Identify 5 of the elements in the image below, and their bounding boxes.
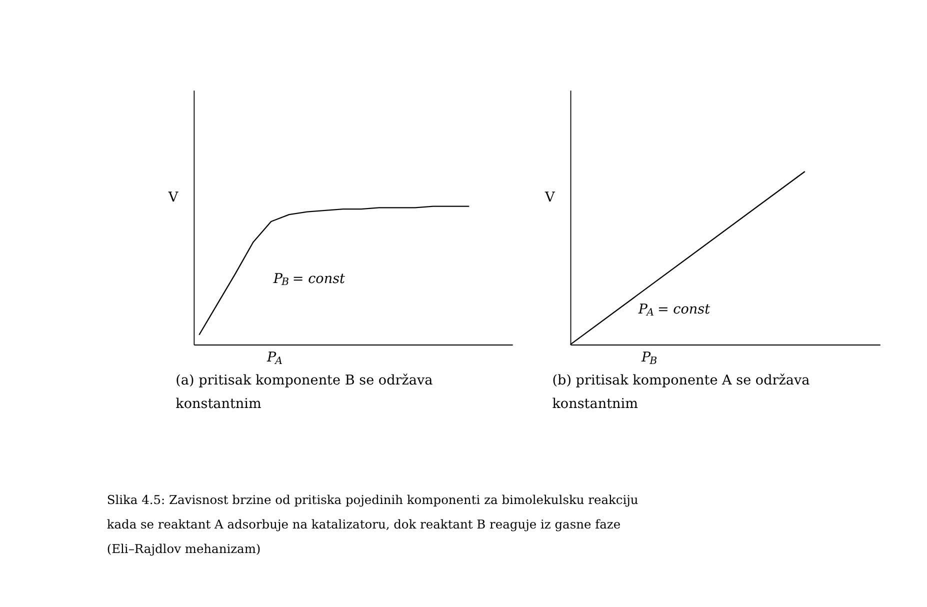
text: Slika 4.5: Zavisnost brzine od pritiska pojedinih komponenti za bimolekulsku reakciju kada se reaktant A adsorbuje na katalizatoru, dok reaktant B reaguje iz gasne faze (Eli–Rajdlov mehanizam) [106,492,638,556]
y-axis-title: V [167,190,178,206]
text: (b) pritisak komponente A se održava konstantnim [552,372,810,412]
y-axis-title: V [544,190,555,206]
text: (a) pritisak komponente B se održava konstantnim [176,372,433,412]
